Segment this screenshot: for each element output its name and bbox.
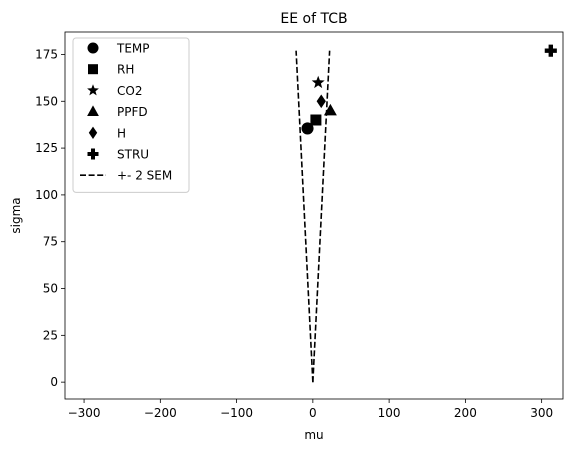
y-tick-label: 75 xyxy=(43,235,58,249)
y-tick-label: 0 xyxy=(50,375,58,389)
point-h xyxy=(316,94,326,109)
legend-label-h: H xyxy=(117,126,126,140)
legend-label-co2: CO2 xyxy=(117,84,142,98)
legend-swatch-co2 xyxy=(87,84,99,96)
x-tick-label: 200 xyxy=(454,406,477,420)
point-stru xyxy=(544,44,557,57)
x-tick-label: −300 xyxy=(68,406,101,420)
plot-frame xyxy=(64,31,564,400)
y-axis-label: sigma xyxy=(9,197,23,233)
legend-label-2-sem: +- 2 SEM xyxy=(117,169,172,183)
point-co2 xyxy=(311,75,325,89)
point-rh xyxy=(310,114,322,126)
legend-label-temp: TEMP xyxy=(116,42,150,56)
y-tick-label: 50 xyxy=(43,282,58,296)
plot-area: −300 −200 −100 0 100 200 300 0 25 50 75 100 125 150 17… xyxy=(35,31,564,420)
legend-swatch-ppfd xyxy=(87,105,99,116)
x-tick-label: 100 xyxy=(378,406,401,420)
sem-bound-line xyxy=(312,50,331,383)
legend-label-stru: STRU xyxy=(117,148,149,162)
y-tick-label: 175 xyxy=(35,47,58,61)
x-tick-label: −200 xyxy=(144,406,177,420)
x-axis-label: mu xyxy=(304,428,323,442)
sem-bound-line xyxy=(295,50,314,383)
x-tick-label: 300 xyxy=(530,406,553,420)
legend-swatch-temp xyxy=(87,42,99,54)
legend-label-ppfd: PPFD xyxy=(117,105,148,119)
legend-label-rh: RH xyxy=(117,63,134,77)
legend-frame xyxy=(72,37,190,193)
data-layer xyxy=(295,44,557,383)
x-tick-label: −100 xyxy=(220,406,253,420)
legend-swatch-stru xyxy=(87,148,99,160)
y-tick-label: 100 xyxy=(35,188,58,202)
y-tick-label: 150 xyxy=(35,94,58,108)
x-tick-label: 0 xyxy=(309,406,317,420)
legend-swatch-h xyxy=(88,126,98,139)
y-tick-label: 25 xyxy=(43,328,58,342)
legend-swatch-rh xyxy=(88,64,98,75)
chart-title: EE of TCB xyxy=(280,11,347,27)
y-tick-label: 125 xyxy=(35,141,58,155)
legend: TEMP RH CO2 PPFD H STRU +- 2 SEM xyxy=(72,37,190,193)
